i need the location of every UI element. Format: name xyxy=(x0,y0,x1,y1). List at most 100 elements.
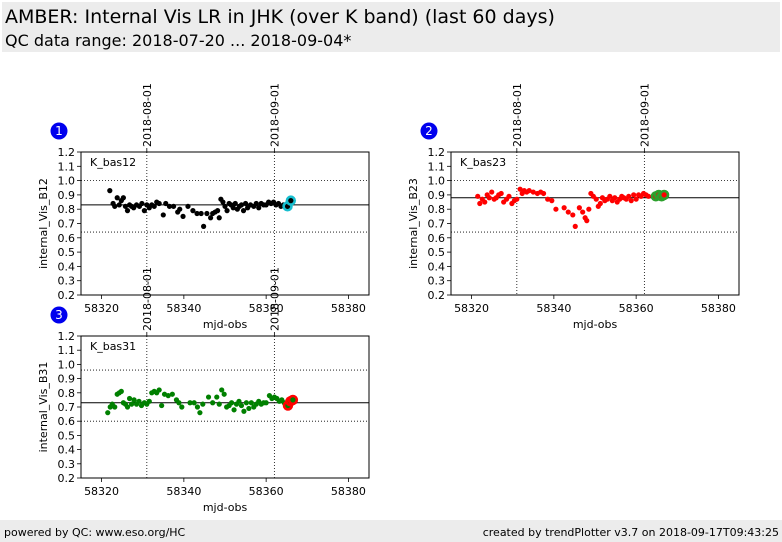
data-point xyxy=(482,199,488,205)
data-point xyxy=(156,200,162,207)
data-point xyxy=(253,200,259,207)
data-point xyxy=(191,400,197,406)
panel-1: 1 2018-08-01 2018-09-01 0.20.3 0.40.50.60.7 0… xyxy=(37,83,370,331)
data-point xyxy=(517,186,523,192)
data-point xyxy=(549,198,555,204)
data-point xyxy=(224,208,230,214)
data-point xyxy=(263,400,269,406)
data-point xyxy=(498,190,504,197)
y-tick-label: 0.7 xyxy=(58,218,76,231)
data-point xyxy=(160,212,166,218)
y-tick-label: 0.8 xyxy=(58,387,76,400)
data-point xyxy=(240,208,247,214)
y-tick-label: 0.3 xyxy=(428,275,446,288)
data-point xyxy=(545,196,551,202)
data-point xyxy=(586,206,592,212)
page-title: AMBER: Internal Vis LR in JHK (over K ba… xyxy=(5,6,555,28)
data-point xyxy=(146,398,152,404)
data-point xyxy=(506,193,512,199)
data-point xyxy=(553,206,559,212)
latest-point xyxy=(661,192,667,198)
data-point xyxy=(216,215,222,221)
panel-2: 2 2018-08-01 2018-09-01 0.20.3 0.40.50.60.7 0… xyxy=(407,83,740,331)
date-tick-label: 2018-08-01 xyxy=(511,83,524,147)
data-point xyxy=(584,218,590,224)
data-point xyxy=(475,193,481,199)
data-point xyxy=(219,387,225,393)
y-tick-label: 0.2 xyxy=(58,472,76,485)
plot-frame xyxy=(450,151,740,296)
data-point xyxy=(576,205,582,211)
panel-3: 3 2018-08-01 2018-09-010.20.30.40.50.60.70… xyxy=(37,267,370,514)
data-point xyxy=(631,192,637,198)
data-point xyxy=(105,410,111,416)
y-tick-label: 0.4 xyxy=(58,260,76,273)
y-tick-label: 0.6 xyxy=(58,232,76,245)
panel-badge xyxy=(50,122,68,140)
y-tick-label: 0.4 xyxy=(428,260,446,273)
data-point xyxy=(210,400,216,406)
x-tick-label: 58360 xyxy=(249,302,284,315)
data-point xyxy=(118,388,124,394)
data-point xyxy=(205,394,212,400)
x-tick-label: 58320 xyxy=(84,485,119,498)
y-tick-label: 1.1 xyxy=(58,344,76,357)
y-tick-label: 0.8 xyxy=(58,203,76,216)
y-tick-label: 0.9 xyxy=(58,373,76,386)
y-tick-label: 1.2 xyxy=(428,146,446,159)
y-tick-label: 1.1 xyxy=(428,160,446,173)
data-point xyxy=(236,398,242,404)
x-axis-label: mjd-obs xyxy=(203,501,248,514)
y-axis-label: internal_Vis_B12 xyxy=(37,178,50,269)
y-tick-label: 1.2 xyxy=(58,330,76,343)
data-point xyxy=(238,202,245,208)
data-point xyxy=(136,398,142,404)
data-point xyxy=(216,401,222,407)
y-tick-label: 0.2 xyxy=(428,289,446,302)
panel-tag: K_bas31 xyxy=(90,340,136,353)
data-point xyxy=(645,193,652,199)
y-axis-label: internal_Vis_B31 xyxy=(37,362,50,453)
data-point xyxy=(141,208,147,214)
data-point xyxy=(208,215,214,221)
x-tick-label: 58340 xyxy=(536,302,571,315)
x-tick-label: 58320 xyxy=(84,302,119,315)
x-tick-label: 58360 xyxy=(619,302,654,315)
x-tick-label: 58380 xyxy=(331,485,366,498)
data-point xyxy=(572,223,578,229)
y-tick-label: 0.6 xyxy=(428,232,446,245)
panel-badge-label: 2 xyxy=(425,124,433,138)
y-tick-label: 0.7 xyxy=(428,218,446,231)
data-point xyxy=(248,400,254,406)
data-point xyxy=(124,404,131,410)
x-tick-label: 58340 xyxy=(166,302,201,315)
y-tick-label: 0.2 xyxy=(58,289,76,302)
data-point xyxy=(628,198,634,204)
x-tick-label: 58340 xyxy=(166,485,201,498)
date-tick-label: 2018-08-01 xyxy=(141,83,154,147)
data-point xyxy=(165,393,171,399)
panel-badge xyxy=(420,122,438,140)
plot-frame xyxy=(80,151,370,296)
data-point xyxy=(243,400,249,406)
header: AMBER: Internal Vis LR in JHK (over K ba… xyxy=(2,2,780,52)
y-axis-label: internal_Vis_B23 xyxy=(407,178,420,269)
data-point xyxy=(214,208,221,214)
date-tick-label: 2018-08-01 xyxy=(141,267,154,331)
data-point xyxy=(570,212,576,218)
data-point xyxy=(514,196,520,202)
data-point xyxy=(486,195,492,201)
data-point xyxy=(612,195,618,201)
data-point xyxy=(156,387,162,393)
data-point xyxy=(200,401,206,407)
data-point xyxy=(228,400,235,406)
data-point xyxy=(626,193,632,199)
data-point xyxy=(607,193,613,199)
data-point xyxy=(222,203,228,209)
data-point xyxy=(180,213,186,219)
latest-point xyxy=(290,397,296,403)
y-tick-label: 0.3 xyxy=(58,458,76,471)
data-point xyxy=(242,200,249,207)
data-point xyxy=(256,205,262,211)
